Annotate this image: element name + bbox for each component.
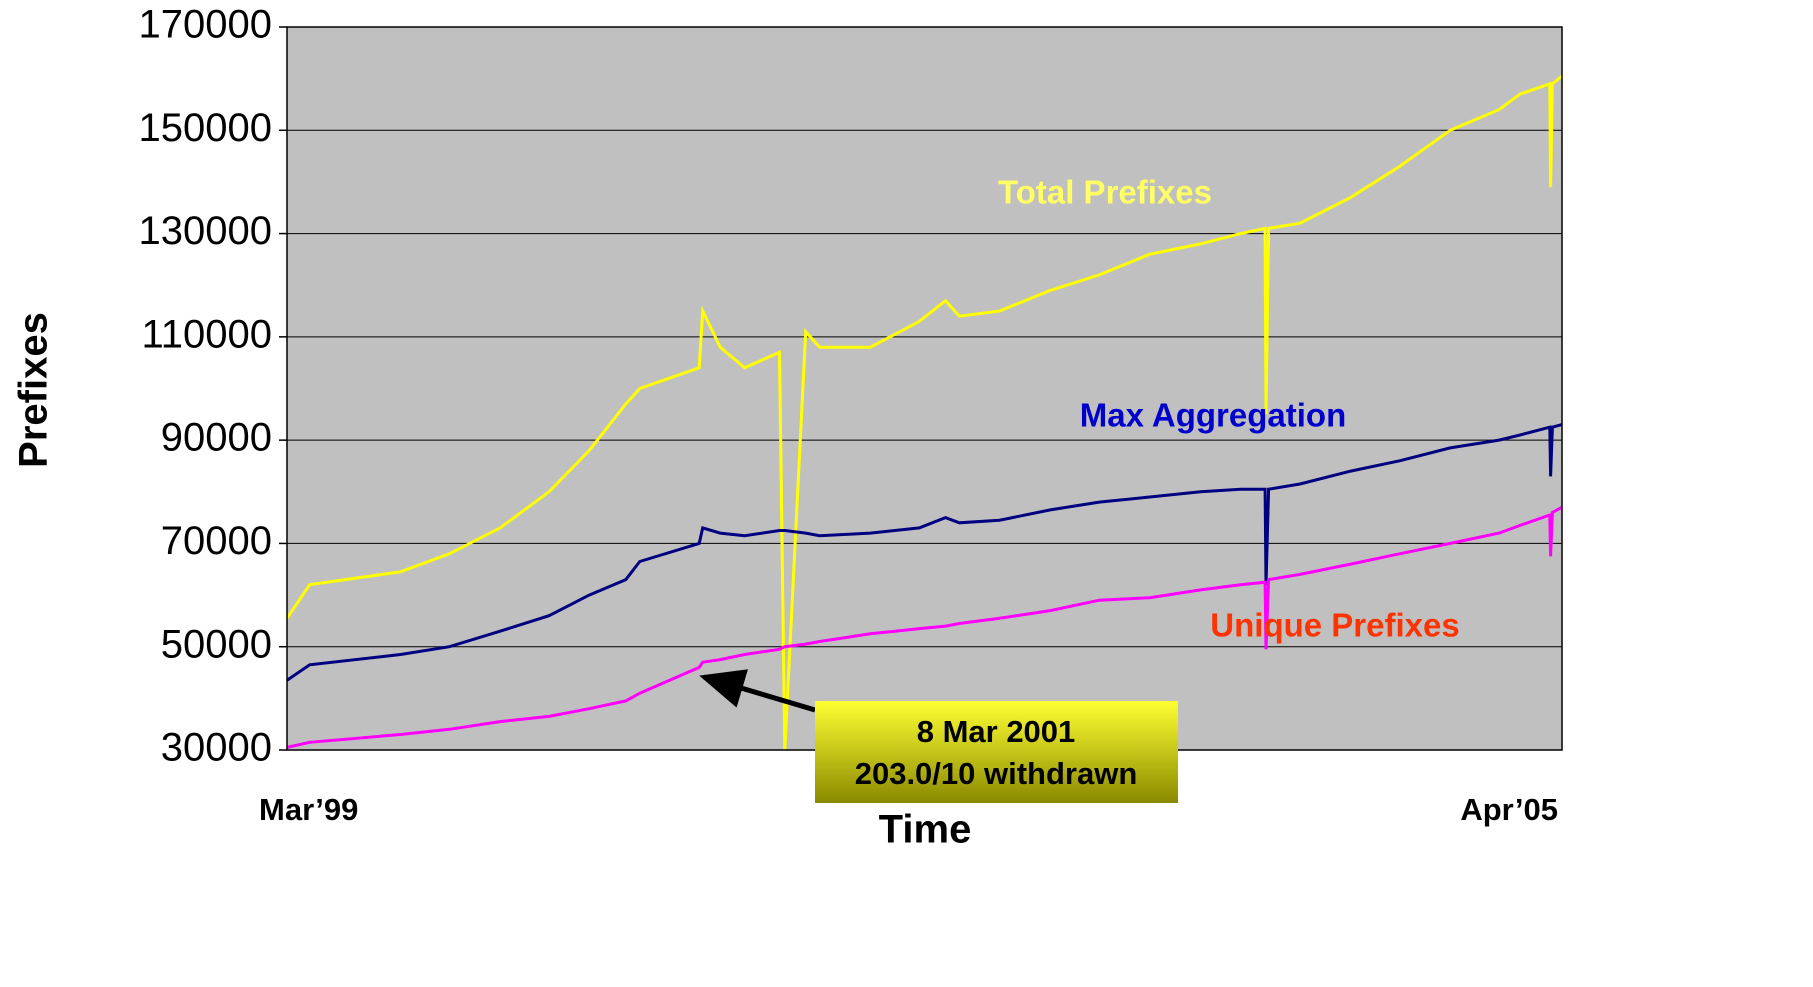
y-tick-label: 90000: [161, 416, 272, 460]
x-tick-label: Apr’05: [1460, 792, 1558, 827]
y-tick-label: 130000: [139, 209, 272, 253]
series-line: [285, 74, 1563, 751]
y-axis-label: Prefixes: [12, 312, 56, 468]
annotation-text: 203.0/10 withdrawn: [855, 756, 1138, 791]
annotation-arrow: [699, 669, 816, 713]
series-label: Max Aggregation: [1080, 397, 1346, 434]
series-label: Total Prefixes: [998, 174, 1212, 211]
annotation-text: 8 Mar 2001: [917, 714, 1076, 749]
x-tick-label: Mar’99: [259, 792, 358, 827]
series-line: [286, 505, 1563, 749]
lines: [285, 74, 1563, 751]
y-tick-label: 170000: [139, 3, 272, 47]
series-line: [286, 423, 1563, 682]
y-tick-label: 30000: [161, 726, 272, 770]
y-tick-label: 150000: [139, 106, 272, 150]
annotation-box: [815, 701, 1178, 803]
y-tick-label: 50000: [161, 622, 272, 666]
y-tick-label: 70000: [161, 519, 272, 563]
x-axis-label: Time: [879, 808, 972, 852]
series-label: Unique Prefixes: [1210, 607, 1459, 644]
y-tick-label: 110000: [141, 312, 272, 356]
